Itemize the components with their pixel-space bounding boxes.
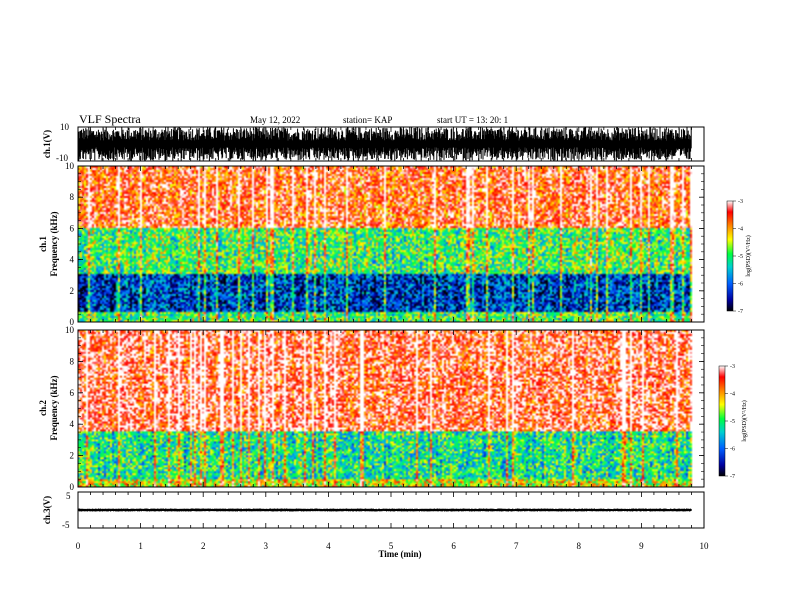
colorbar-2-ticks: -3 -4 -5 -6 -7 (725, 364, 735, 480)
colorbar-2-label: log(PSD)(V²/Hz) (741, 400, 748, 441)
y-tick-label: 8 (70, 192, 75, 202)
figure-title: VLF Spectra (79, 112, 141, 126)
ch3-waveform-panel: 5 -5 ch.3(V) 0 1 2 3 4 5 6 7 8 9 10 Time (min) (42, 491, 709, 559)
y-tick-label: 6 (70, 388, 75, 398)
colorbar-1: -3 -4 -5 -6 -7 log(PSD)(V²/Hz) (726, 199, 752, 315)
time-axis-label: Time (min) (378, 549, 421, 559)
ch2-spectrogram-panel: 0 2 4 6 8 10 ch.2 Frequency (kHz) (38, 325, 705, 492)
colorbar-1-label: log(PSD)(V²/Hz) (745, 235, 752, 276)
ch1-spectrogram-panel: 0 2 4 6 8 10 ch.1 Frequency (kHz) (38, 161, 705, 327)
ch1-ytick-bottom: -10 (56, 153, 68, 163)
start-time-label: start UT = 13: 20: 1 (437, 115, 508, 125)
ch3-ytick-bottom: -5 (62, 520, 70, 530)
x-tick-label: 9 (639, 541, 644, 551)
ch2-spectrogram-image (78, 330, 704, 487)
colorbar-tick-label: -6 (730, 447, 735, 453)
date-label: May 12, 2022 (250, 115, 300, 125)
y-tick-label: 8 (70, 356, 75, 366)
time-axis-ticklabels: 0 1 2 3 4 5 6 7 8 9 10 (76, 541, 709, 551)
ch2-spectrogram-ticks (77, 329, 705, 488)
colorbar-tick-label: -7 (730, 474, 735, 480)
y-tick-label: 2 (70, 286, 75, 296)
ch3-waveform-ylabel: ch.3(V) (42, 496, 52, 524)
ch2-spectrogram-ylabel-channel: ch.2 (38, 400, 48, 416)
ch1-spectrogram-ylabel-channel: ch.1 (38, 236, 48, 252)
x-tick-label: 5 (389, 541, 394, 551)
x-tick-label: 3 (264, 541, 269, 551)
ch1-spectrogram-image (78, 166, 704, 322)
x-tick-label: 8 (577, 541, 582, 551)
y-tick-label: 4 (70, 255, 75, 265)
y-tick-label: 0 (70, 317, 75, 327)
y-tick-label: 0 (70, 482, 75, 492)
y-tick-label: 2 (70, 451, 75, 461)
y-tick-label: 10 (65, 161, 75, 171)
ch3-ytick-top: 5 (66, 491, 71, 501)
colorbar-tick-label: -4 (738, 227, 743, 233)
ch2-spectrogram-ylabel-frequency: Frequency (kHz) (49, 375, 59, 440)
x-tick-label: 0 (76, 541, 81, 551)
x-tick-label: 10 (700, 541, 710, 551)
y-tick-label: 10 (65, 325, 75, 335)
colorbar-2: -3 -4 -5 -6 -7 log(PSD)(V²/Hz) (718, 364, 748, 480)
colorbar-tick-label: -3 (738, 199, 743, 205)
ch1-spectrogram-ylabel-frequency: Frequency (kHz) (49, 211, 59, 276)
ch1-ytick-top: 10 (60, 122, 70, 132)
ch1-waveform-ticks (77, 127, 705, 161)
x-tick-label: 4 (326, 541, 331, 551)
ch1-spectrogram-ticks (77, 165, 705, 323)
ch3-waveform-ticks (77, 492, 705, 528)
colorbar-2-gradient (719, 366, 725, 476)
colorbar-1-gradient (727, 201, 733, 311)
station-label: station= KAP (343, 115, 392, 125)
colorbar-1-ticks: -3 -4 -5 -6 -7 (733, 199, 743, 315)
colorbar-tick-label: -7 (738, 309, 743, 315)
ch1-waveform-panel: 10 -10 ch.1(V) (42, 122, 705, 163)
y-tick-label: 4 (70, 419, 75, 429)
x-tick-label: 7 (514, 541, 519, 551)
ch1-waveform-ylabel: ch.1(V) (42, 130, 52, 158)
colorbar-tick-label: -5 (730, 419, 735, 425)
x-tick-label: 1 (138, 541, 143, 551)
colorbar-tick-label: -4 (730, 392, 735, 398)
ch1-spectrogram-yticklabels: 0 2 4 6 8 10 (65, 161, 75, 327)
colorbar-tick-label: -3 (730, 364, 735, 370)
x-tick-label: 6 (451, 541, 456, 551)
y-tick-label: 6 (70, 223, 75, 233)
ch2-spectrogram-yticklabels: 0 2 4 6 8 10 (65, 325, 75, 492)
x-tick-label: 2 (201, 541, 206, 551)
colorbar-tick-label: -6 (738, 282, 743, 288)
colorbar-tick-label: -5 (738, 254, 743, 260)
